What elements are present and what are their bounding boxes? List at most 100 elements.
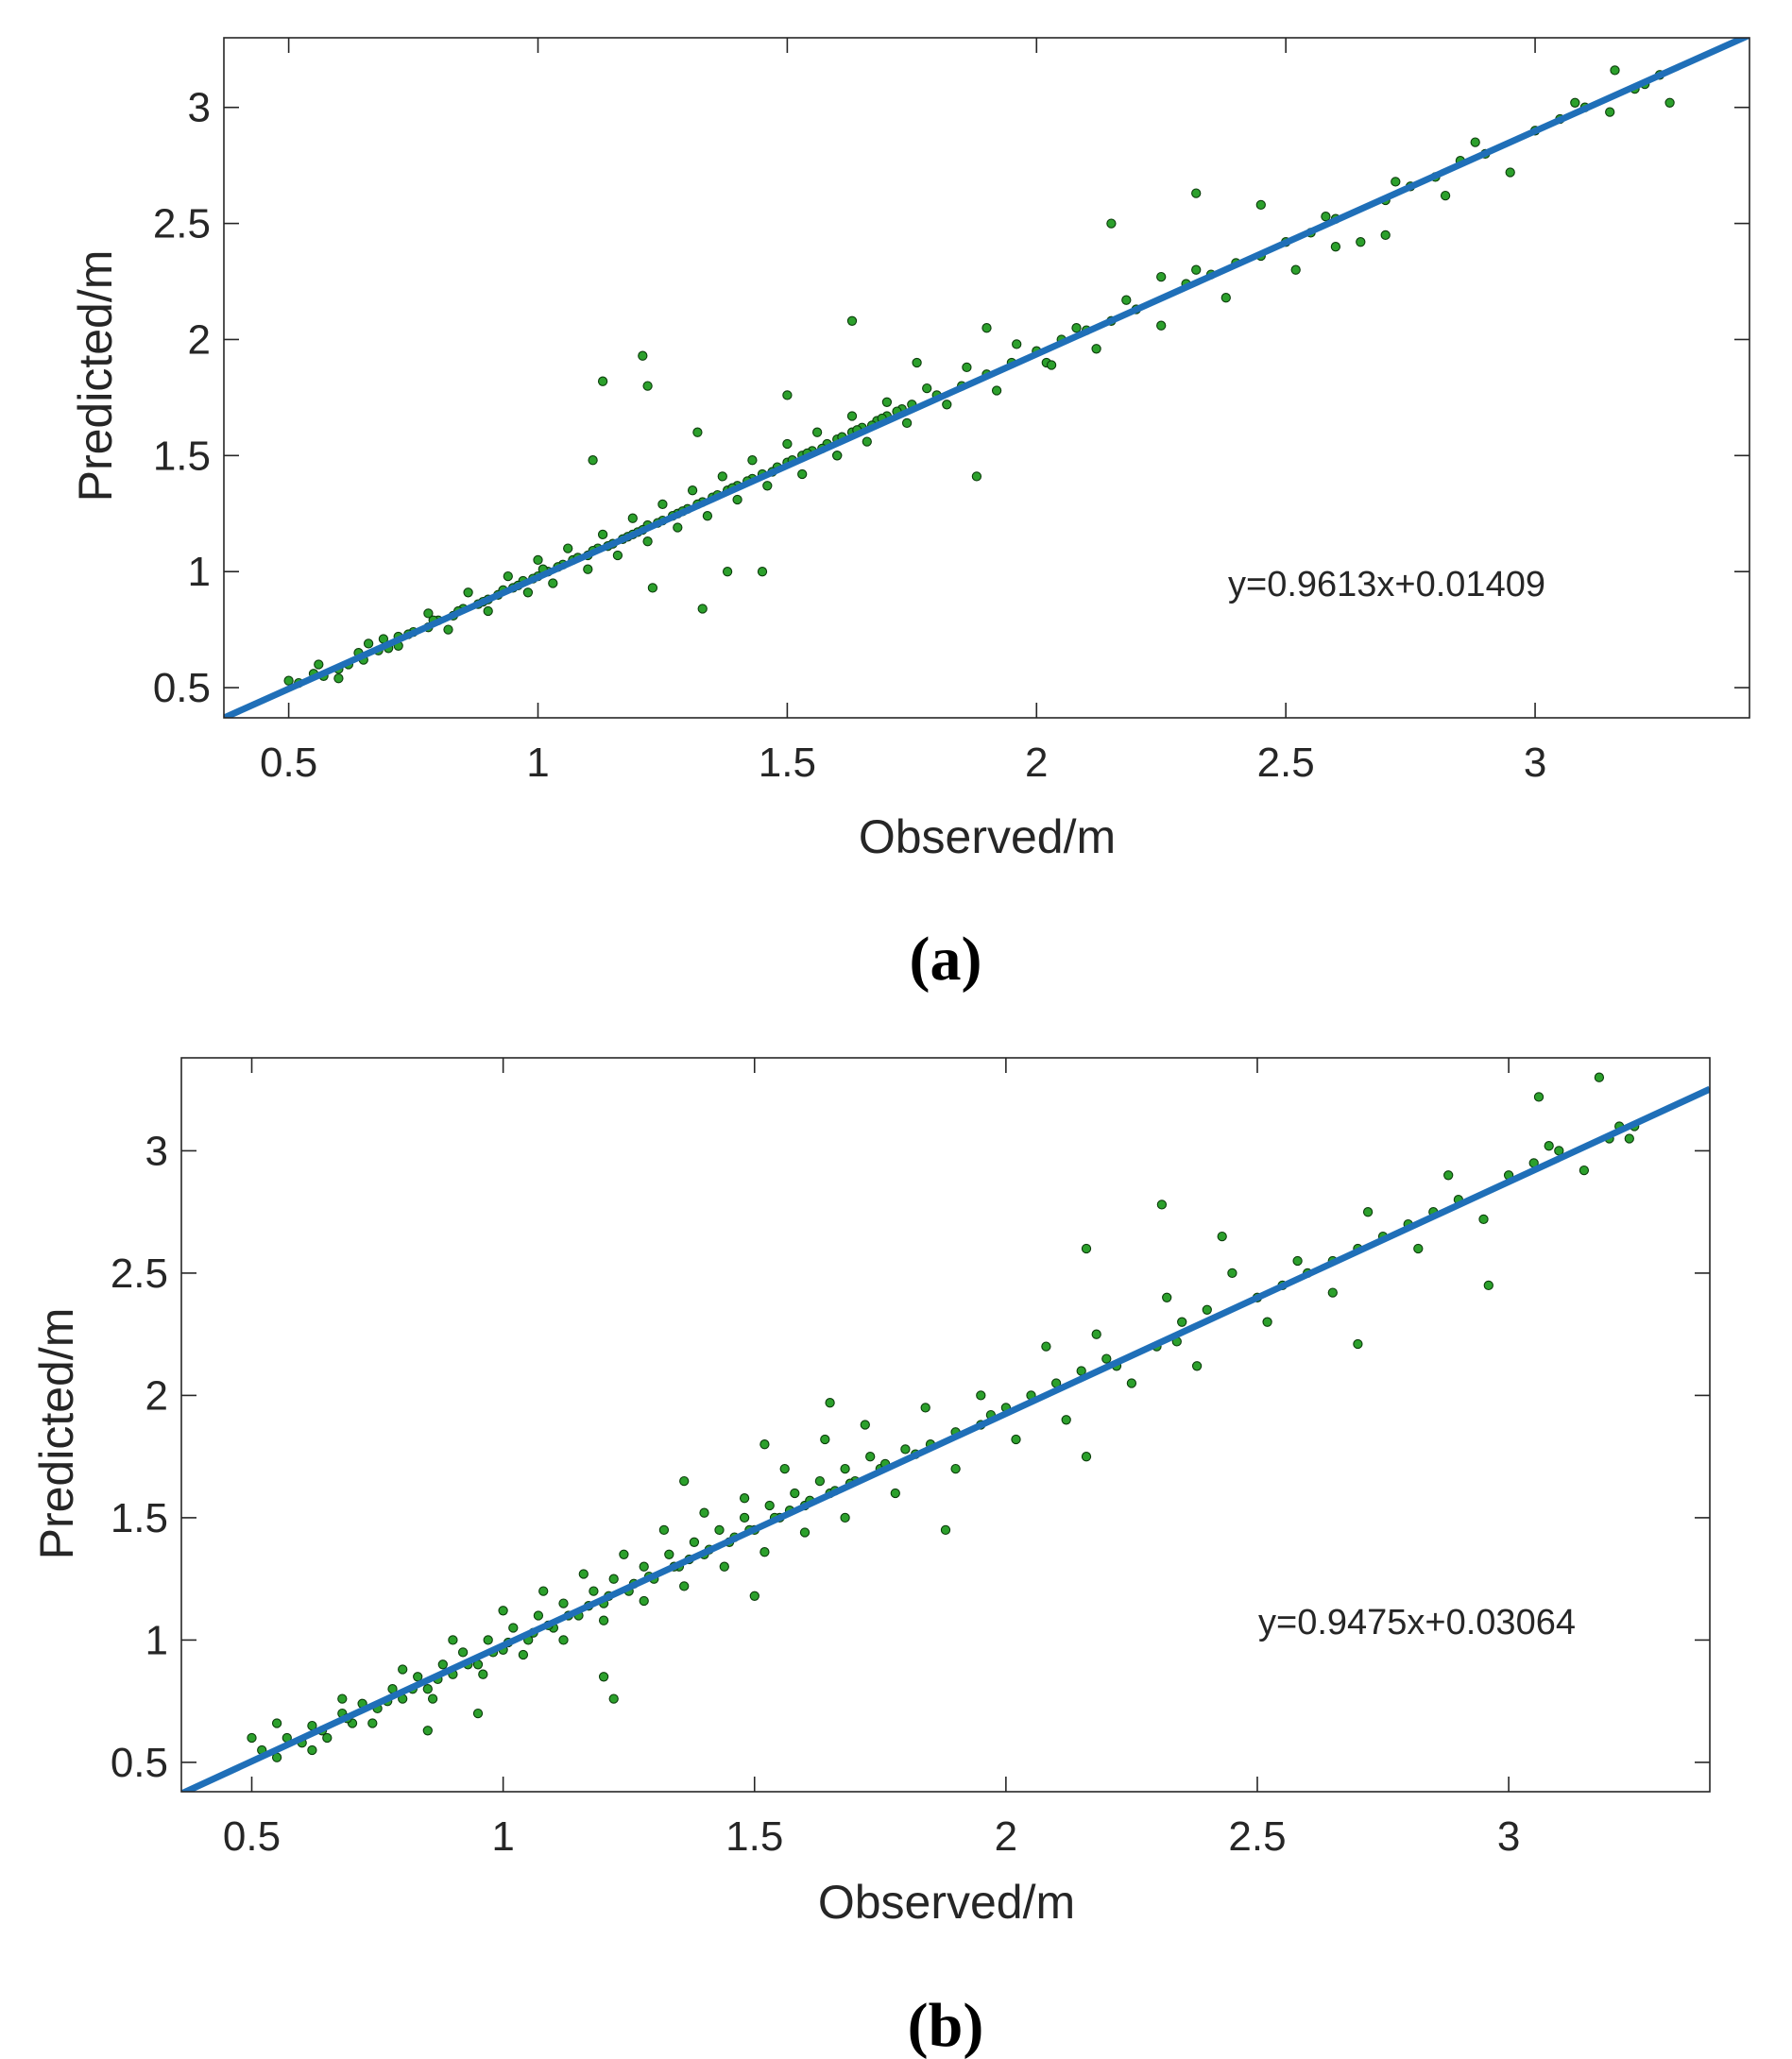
scatter-point [747, 455, 758, 466]
scatter-point [912, 357, 922, 368]
scatter-point [814, 1475, 826, 1487]
scatter-point [697, 604, 708, 614]
scatter-point [1191, 188, 1202, 198]
scatter-point [1162, 1292, 1172, 1302]
scatter-point [598, 1615, 609, 1625]
y-tick-label: 3 [188, 85, 211, 131]
scatter-point [1610, 65, 1620, 76]
scatter-point [314, 659, 324, 670]
x-tick-label: 2 [995, 1813, 1017, 1860]
scatter-point [1081, 1243, 1092, 1254]
scatter-point [597, 529, 608, 540]
scatter-point [779, 1463, 790, 1474]
x-tick-label: 3 [1497, 1813, 1520, 1860]
scatter-point [639, 1595, 649, 1607]
scatter-point [1292, 1255, 1303, 1267]
scatter-point [673, 522, 683, 533]
scatter-point [498, 1606, 508, 1616]
scatter-point [664, 1549, 674, 1559]
scatter-point [1081, 1452, 1092, 1462]
scatter-point [881, 397, 893, 407]
scatter-point [1380, 230, 1391, 241]
scatter-point [976, 1390, 986, 1401]
scatter-point [962, 362, 972, 373]
scatter-point [1156, 271, 1167, 282]
scatter-point [548, 578, 558, 588]
scatter-point [478, 1669, 488, 1679]
scatter-point [890, 1488, 900, 1499]
y-tick-label: 1.5 [153, 433, 211, 479]
scatter-point [1202, 1304, 1212, 1315]
y-tick-label: 3 [145, 1128, 168, 1174]
scatter-point [608, 1574, 619, 1584]
scatter-point [597, 376, 608, 386]
scatter-point [1177, 1317, 1187, 1327]
x-tick-label: 1 [491, 1813, 514, 1860]
scatter-point [739, 1493, 750, 1504]
scatter-point [782, 390, 793, 400]
y-tick-label: 2.5 [111, 1251, 168, 1297]
scatter-point [1327, 1287, 1338, 1298]
scatter-point [647, 583, 658, 593]
x-tick-label: 3 [1524, 740, 1546, 786]
scatter-point [922, 383, 932, 394]
scatter-point [337, 1693, 348, 1704]
scatter-point [825, 1398, 835, 1408]
plot-area-b: 0.5 1 1.5 2 2.5 3 0.5 1 1.5 2 2.5 3 [111, 1057, 1711, 1860]
scatter-point [1605, 107, 1615, 117]
scatter-point [367, 1718, 378, 1728]
scatter-point [714, 1524, 725, 1536]
scatter-point [1362, 1207, 1374, 1217]
scatter-point [448, 1635, 458, 1645]
plot-area-a: 0.5 1 1.5 2 2.5 3 0.5 1 1.5 2 2.5 3 [153, 37, 1750, 786]
scatter-point [799, 1527, 811, 1538]
scatter-point [732, 494, 742, 505]
scatter-point [759, 1439, 770, 1450]
scatter-point [991, 385, 1002, 396]
scatter-point [981, 323, 992, 333]
scatter-point [598, 1672, 609, 1682]
scatter-point [533, 554, 543, 566]
y-tick-label: 0.5 [153, 665, 211, 711]
x-tick-label: 1.5 [725, 1813, 783, 1860]
fit-equation-b: y=0.9475x+0.03064 [1258, 1603, 1576, 1642]
scatter-point [764, 1500, 775, 1511]
scatter-point [820, 1434, 830, 1445]
scatter-point [811, 427, 823, 437]
fit-line [224, 38, 1749, 718]
scatter-point [1290, 264, 1301, 275]
scatter-point [503, 570, 513, 582]
scatter-point [1046, 360, 1057, 370]
axes-frame [180, 1057, 1711, 1793]
scatter-point [846, 411, 858, 421]
x-tick-label: 2.5 [1257, 740, 1315, 786]
scatter-point [901, 417, 913, 429]
scatter-series [247, 1072, 1640, 1762]
scatter-point [797, 468, 808, 480]
scatter-point [1061, 1415, 1071, 1425]
scatter-point [588, 455, 598, 466]
scatter-point [558, 1635, 569, 1645]
fit-equation-a: y=0.9613x+0.01409 [1228, 565, 1545, 604]
scatter-point [1321, 212, 1331, 222]
scatter-point [422, 1726, 433, 1736]
axes-frame [223, 37, 1750, 719]
y-tick-label: 2 [145, 1372, 168, 1419]
scatter-point [717, 471, 727, 482]
y-tick-label: 2 [188, 316, 211, 363]
scatter-point [1012, 339, 1022, 349]
x-axis-label-b: Observed/m [818, 1876, 1075, 1929]
scatter-point [619, 1549, 629, 1559]
scatter-point [790, 1488, 800, 1499]
chart-panel-b: 0.5 1 1.5 2 2.5 3 0.5 1 1.5 2 2.5 3 Observed/m Pred… [30, 1057, 1711, 2059]
scatter-point [1126, 1378, 1137, 1388]
scatter-point [333, 673, 344, 684]
scatter-point [865, 1452, 876, 1462]
scatter-point [702, 511, 713, 521]
scatter-point [1217, 1231, 1227, 1242]
scatter-point [1353, 1338, 1363, 1350]
scatter-point [483, 605, 493, 617]
scatter-point [950, 1463, 961, 1474]
scatter-point [1191, 264, 1202, 275]
